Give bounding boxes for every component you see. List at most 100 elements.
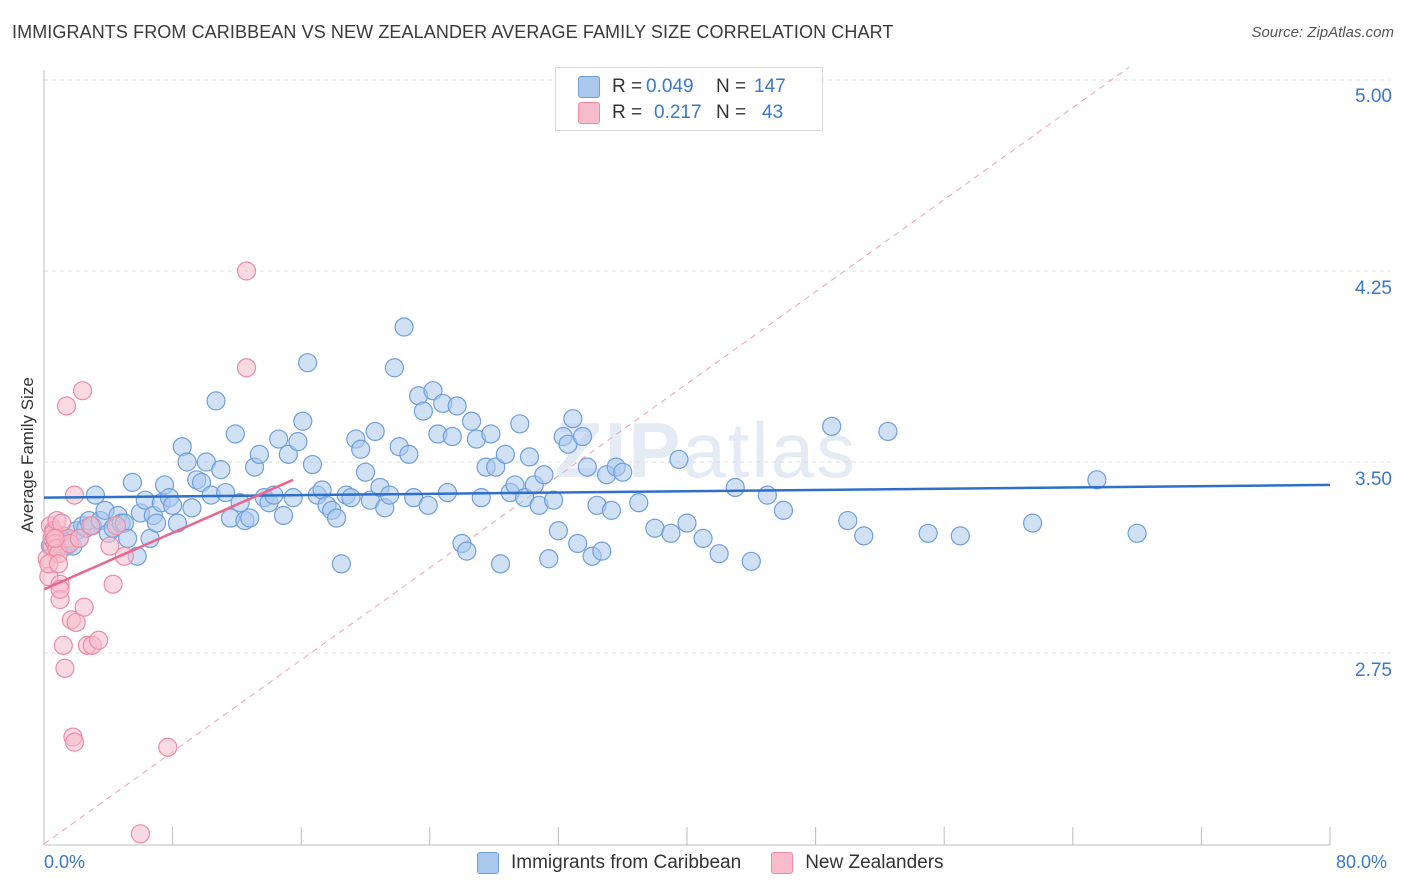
series-legend: Immigrants from Caribbean New Zealanders: [477, 852, 974, 874]
data-point-caribbean: [854, 526, 874, 546]
legend-r-label: R =: [612, 102, 643, 123]
data-point-caribbean: [661, 523, 681, 543]
data-point-new-zealander: [53, 635, 73, 655]
data-point-caribbean: [577, 457, 597, 477]
data-point-caribbean: [510, 414, 530, 434]
legend-n-label: N =: [716, 102, 747, 123]
legend-item-caribbean[interactable]: Immigrants from Caribbean: [477, 852, 741, 874]
data-point-caribbean: [490, 554, 511, 574]
data-point-caribbean: [273, 505, 294, 526]
data-point-caribbean: [629, 493, 649, 513]
legend-n-label: N =: [716, 76, 747, 97]
data-point-caribbean: [543, 490, 564, 510]
data-point-caribbean: [592, 541, 612, 561]
diagonal-reference-line: [43, 66, 1130, 845]
chart-title: IMMIGRANTS FROM CARIBBEAN VS NEW ZEALAND…: [12, 22, 894, 42]
data-point-caribbean: [568, 533, 588, 554]
data-point-caribbean: [741, 551, 761, 571]
data-point-caribbean: [269, 429, 289, 449]
data-point-caribbean: [539, 549, 559, 569]
data-point-caribbean: [163, 495, 183, 515]
data-point-caribbean: [442, 426, 462, 447]
data-point-caribbean: [486, 457, 506, 477]
data-point-caribbean: [351, 439, 371, 459]
data-point-caribbean: [240, 508, 260, 528]
data-point-caribbean: [341, 488, 361, 508]
data-point-caribbean: [572, 426, 593, 447]
data-point-new-zealander: [72, 381, 93, 401]
data-point-caribbean: [471, 488, 491, 508]
data-point-caribbean: [122, 472, 143, 492]
trend-lines: [43, 478, 1331, 591]
data-point-new-zealander: [103, 574, 123, 594]
y-tick-label-4.25: 4.25: [1355, 278, 1392, 299]
data-point-caribbean: [331, 554, 351, 574]
data-point-caribbean: [822, 416, 842, 436]
data-point-new-zealander: [100, 536, 120, 556]
stats-legend: R = 0.049 N = 147 R = 0.217 N = 43: [555, 67, 823, 131]
data-point-caribbean: [326, 508, 347, 528]
data-point-caribbean: [950, 526, 970, 546]
data-point-caribbean: [298, 353, 318, 373]
data-point-caribbean: [288, 432, 308, 452]
data-point-caribbean: [355, 462, 376, 482]
data-point-caribbean: [693, 528, 713, 549]
legend-r-value: 0.217: [654, 102, 702, 123]
series-new-zealanders: [37, 261, 257, 844]
data-point-caribbean: [177, 452, 197, 472]
legend-n-value: 147: [754, 76, 786, 97]
x-tick-label-max: 80.0%: [1336, 852, 1388, 872]
data-point-caribbean: [457, 541, 477, 561]
data-point-caribbean: [191, 472, 212, 492]
data-point-caribbean: [418, 495, 438, 515]
legend-n-value: 43: [762, 102, 784, 123]
y-tick-label-3.50: 3.50: [1355, 469, 1392, 490]
data-point-new-zealander: [48, 554, 69, 574]
data-point-caribbean: [278, 444, 298, 464]
data-point-new-zealander: [81, 516, 101, 536]
data-point-caribbean: [399, 444, 419, 464]
data-point-new-zealander: [89, 630, 109, 650]
legend-row-caribbean: R = 0.049 N = 147: [578, 75, 786, 99]
data-point-new-zealander: [236, 358, 257, 378]
data-point-new-zealander: [55, 658, 75, 678]
data-point-caribbean: [1023, 513, 1043, 533]
data-point-caribbean: [182, 498, 202, 518]
data-point-caribbean: [534, 465, 554, 485]
data-point-new-zealander: [236, 261, 257, 281]
legend-swatch-pink: [578, 102, 600, 124]
data-point-caribbean: [878, 421, 898, 442]
data-point-new-zealander: [69, 528, 89, 549]
data-point-caribbean: [302, 454, 323, 475]
data-point-caribbean: [85, 485, 106, 505]
series-immigrants-from-caribbean: [40, 317, 1147, 574]
data-point-caribbean: [601, 500, 622, 520]
legend-label: Immigrants from Caribbean: [511, 852, 742, 873]
data-point-caribbean: [394, 317, 414, 337]
source-credit: Source: ZipAtlas.com: [1251, 24, 1394, 41]
legend-swatch-pink: [771, 852, 794, 874]
x-tick-label-min: 0.0%: [44, 852, 86, 872]
data-point-caribbean: [293, 411, 313, 431]
legend-swatch-blue: [477, 852, 499, 874]
data-point-caribbean: [495, 444, 515, 464]
data-point-caribbean: [709, 544, 729, 564]
data-point-new-zealander: [45, 528, 65, 549]
legend-item-new-zealanders[interactable]: New Zealanders: [771, 852, 944, 874]
data-point-caribbean: [918, 523, 938, 543]
data-point-caribbean: [384, 358, 405, 378]
data-point-caribbean: [563, 409, 583, 429]
data-point-caribbean: [1087, 470, 1107, 490]
data-point-caribbean: [548, 521, 569, 541]
data-point-caribbean: [225, 424, 245, 444]
data-point-caribbean: [206, 391, 226, 411]
data-point-caribbean: [773, 500, 794, 520]
legend-label: New Zealanders: [805, 852, 944, 873]
data-point-caribbean: [423, 381, 443, 401]
data-point-caribbean: [413, 401, 433, 421]
data-point-caribbean: [669, 449, 689, 470]
data-point-caribbean: [249, 444, 270, 464]
data-point-caribbean: [677, 513, 697, 533]
data-point-new-zealander: [56, 396, 77, 416]
